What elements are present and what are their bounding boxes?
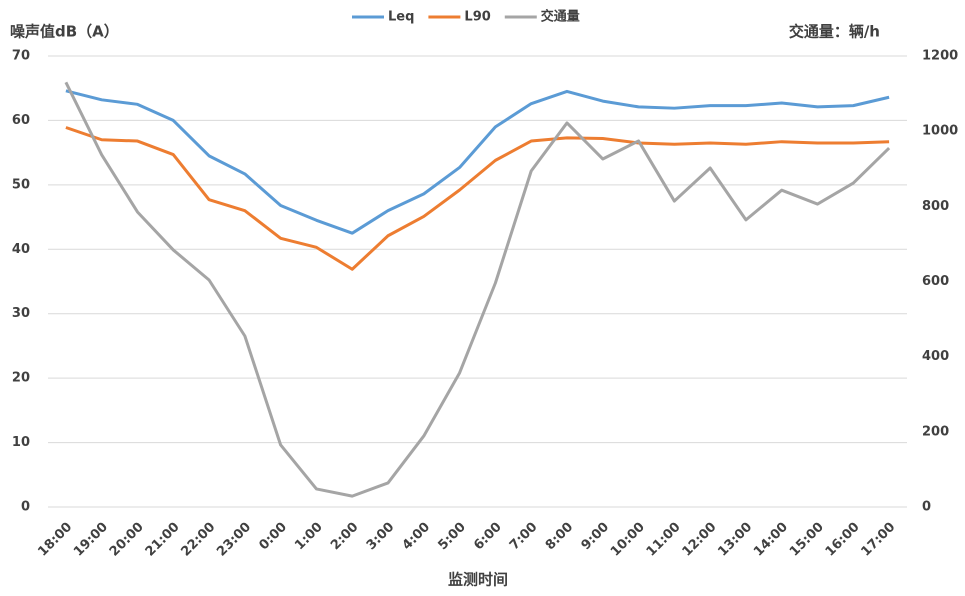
x-tick-label: 21:00 [143, 520, 183, 560]
x-tick-label: 5:00 [435, 520, 468, 553]
x-tick-label: 17:00 [859, 520, 899, 560]
y2-tick-label: 0 [922, 500, 931, 515]
y-tick-label: 70 [12, 49, 30, 64]
x-tick-label: 15:00 [787, 520, 827, 560]
x-tick-label: 2:00 [328, 520, 361, 553]
x-tick-label: 23:00 [214, 520, 254, 560]
y-axis-title: 噪声值dB（A） [10, 23, 119, 41]
legend-label: Leq [388, 10, 414, 25]
x-axis-title: 监测时间 [448, 571, 508, 589]
x-tick-label: 22:00 [178, 520, 218, 560]
y-tick-label: 50 [12, 177, 30, 192]
x-tick-label: 9:00 [579, 520, 612, 553]
x-tick-label: 0:00 [256, 520, 289, 553]
y2-tick-label: 400 [922, 349, 949, 364]
x-tick-label: 6:00 [471, 520, 504, 553]
x-tick-label: 19:00 [71, 520, 111, 560]
y-tick-label: 60 [12, 113, 30, 128]
y2-tick-label: 1000 [922, 124, 958, 139]
y-tick-label: 20 [12, 371, 30, 386]
x-tick-label: 14:00 [751, 520, 791, 560]
legend-label: 交通量 [541, 9, 580, 25]
y2-tick-label: 200 [922, 424, 949, 439]
line-series [65, 126, 890, 271]
x-tick-label: 8:00 [543, 520, 576, 553]
y-tick-label: 0 [21, 500, 30, 515]
y-tick-label: 30 [12, 306, 30, 321]
y2-axis-title: 交通量：辆/h [789, 23, 880, 41]
y2-tick-label: 600 [922, 274, 949, 289]
x-tick-label: 11:00 [644, 520, 684, 560]
x-tick-label: 18:00 [35, 520, 75, 560]
legend-label: L90 [464, 10, 490, 25]
y-tick-label: 10 [12, 435, 30, 450]
x-tick-label: 4:00 [400, 520, 433, 553]
x-tick-label: 12:00 [680, 520, 720, 560]
x-tick-label: 7:00 [507, 520, 540, 553]
x-tick-label: 20:00 [107, 520, 147, 560]
x-tick-label: 16:00 [823, 520, 863, 560]
y2-tick-label: 1200 [922, 49, 958, 64]
x-tick-label: 1:00 [292, 520, 325, 553]
y-tick-label: 40 [12, 242, 30, 257]
x-tick-label: 13:00 [715, 520, 755, 560]
x-tick-label: 3:00 [364, 520, 397, 553]
x-tick-label: 10:00 [608, 520, 648, 560]
y2-tick-label: 800 [922, 199, 949, 214]
line-series [65, 89, 890, 235]
line-series [64, 81, 891, 498]
